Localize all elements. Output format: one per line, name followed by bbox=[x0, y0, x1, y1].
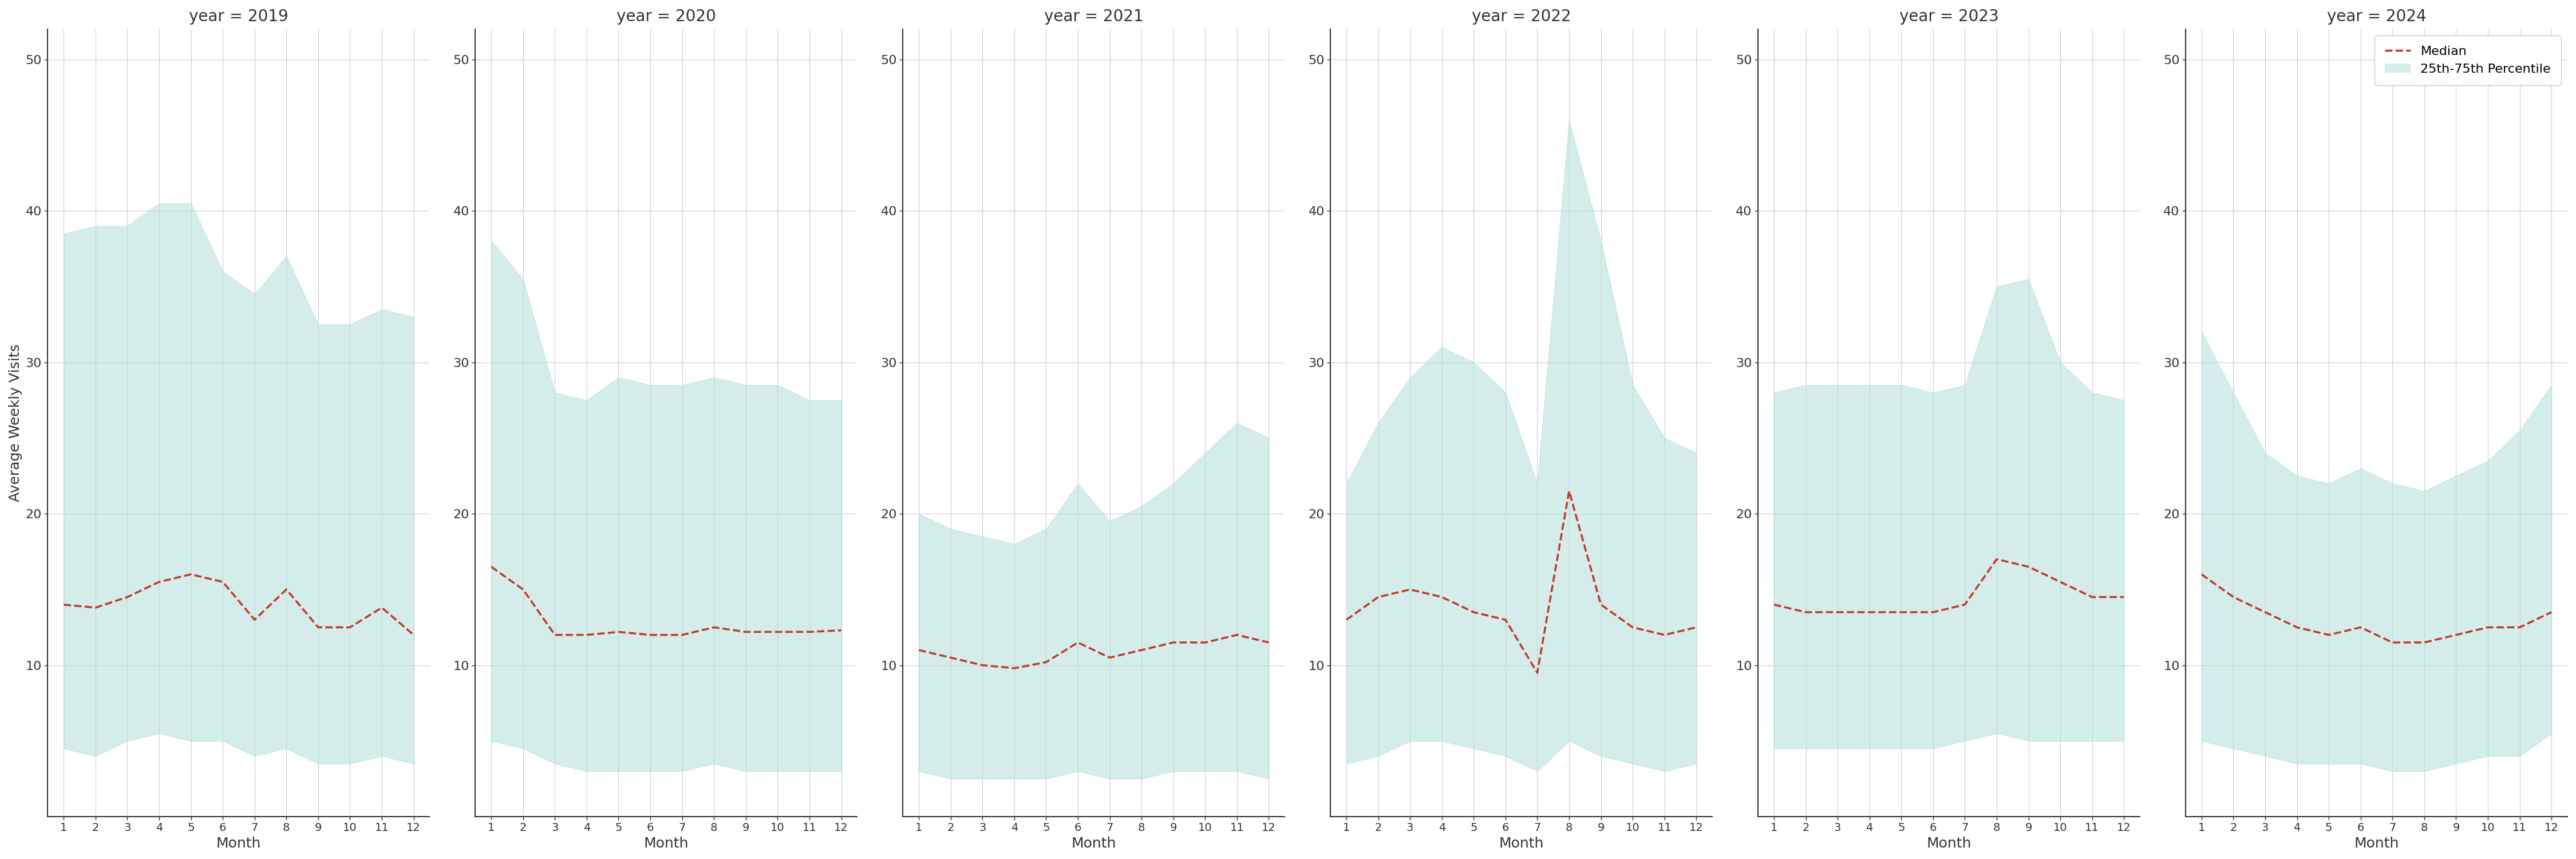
Y-axis label: Average Weekly Visits: Average Weekly Visits bbox=[8, 344, 23, 502]
Title: year = 2022: year = 2022 bbox=[1471, 9, 1571, 25]
Title: year = 2020: year = 2020 bbox=[616, 9, 716, 25]
Title: year = 2021: year = 2021 bbox=[1043, 9, 1144, 25]
Legend: Median, 25th-75th Percentile: Median, 25th-75th Percentile bbox=[2375, 35, 2561, 85]
X-axis label: Month: Month bbox=[2354, 837, 2398, 850]
X-axis label: Month: Month bbox=[1499, 837, 1543, 850]
X-axis label: Month: Month bbox=[216, 837, 260, 850]
Title: year = 2024: year = 2024 bbox=[2326, 9, 2427, 25]
X-axis label: Month: Month bbox=[1072, 837, 1115, 850]
Title: year = 2019: year = 2019 bbox=[188, 9, 289, 25]
X-axis label: Month: Month bbox=[644, 837, 688, 850]
Title: year = 2023: year = 2023 bbox=[1899, 9, 1999, 25]
X-axis label: Month: Month bbox=[1927, 837, 1971, 850]
